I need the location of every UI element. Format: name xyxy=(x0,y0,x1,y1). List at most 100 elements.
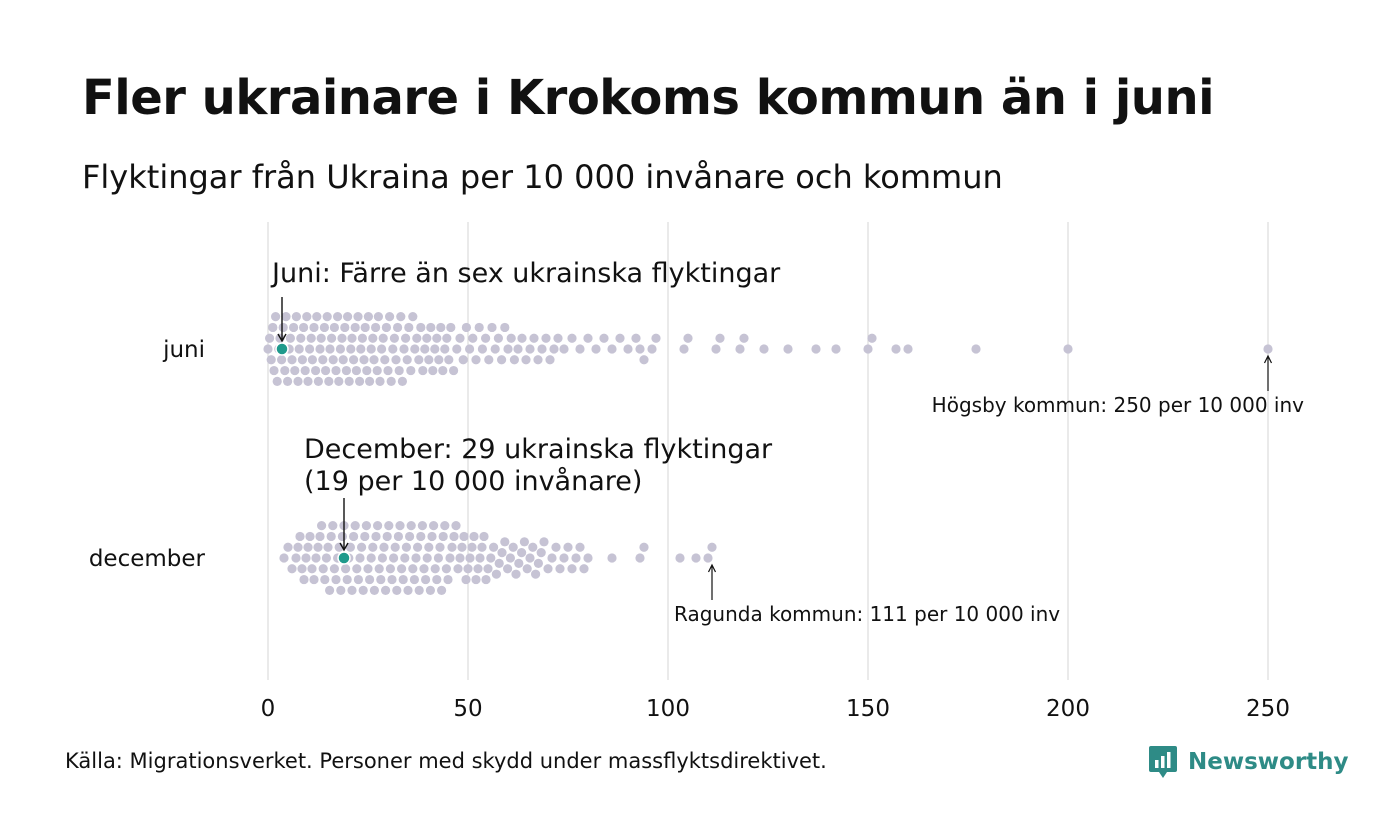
dot-december xyxy=(607,553,617,563)
chart-subtitle: Flyktingar från Ukraina per 10 000 invån… xyxy=(82,158,1003,196)
dot-juni xyxy=(334,376,344,386)
dot-juni xyxy=(683,333,693,343)
dot-juni xyxy=(349,355,359,365)
dot-juni xyxy=(615,333,625,343)
row-label-december: december xyxy=(89,546,206,572)
dot-december xyxy=(494,558,504,568)
dot-juni xyxy=(302,312,312,322)
dot-juni xyxy=(380,355,390,365)
dot-juni xyxy=(506,333,516,343)
dot-juni xyxy=(355,376,365,386)
dot-juni xyxy=(299,322,309,333)
dot-juni xyxy=(651,333,661,343)
dot-juni xyxy=(533,355,543,365)
dot-december xyxy=(440,521,450,531)
dot-juni xyxy=(316,333,326,343)
max-annotation-juni: Högsby kommun: 250 per 10 000 inv xyxy=(932,393,1304,417)
dot-december xyxy=(355,553,365,563)
dot-juni xyxy=(360,322,370,333)
dot-juni xyxy=(471,355,481,365)
highlight-dot-juni xyxy=(275,342,289,356)
dot-juni xyxy=(287,355,297,365)
dot-juni xyxy=(278,322,288,333)
dot-juni xyxy=(341,365,351,376)
dot-december xyxy=(422,553,432,563)
arrow-head xyxy=(1263,354,1273,364)
x-tick-label: 0 xyxy=(261,696,276,722)
dot-juni xyxy=(362,365,372,376)
dot-juni xyxy=(300,365,310,376)
dot-december xyxy=(379,542,389,552)
dot-december xyxy=(567,564,577,574)
dot-juni xyxy=(863,344,873,354)
dot-december xyxy=(293,542,303,552)
dot-juni xyxy=(373,312,383,322)
dot-december xyxy=(451,521,461,531)
dot-juni xyxy=(521,355,531,365)
dot-juni xyxy=(333,312,343,322)
dot-december xyxy=(539,537,549,547)
dot-december xyxy=(309,574,319,585)
dot-juni xyxy=(639,355,649,365)
dot-december xyxy=(357,542,367,552)
dot-december xyxy=(445,553,455,563)
dot-juni xyxy=(325,344,335,354)
dot-december xyxy=(326,531,336,542)
dot-december xyxy=(497,548,507,558)
dot-juni xyxy=(424,355,434,365)
dot-juni xyxy=(416,322,426,333)
dot-juni xyxy=(281,312,291,322)
dot-december xyxy=(579,564,589,574)
dot-december xyxy=(331,574,341,585)
dot-juni xyxy=(583,333,593,343)
dot-juni xyxy=(517,333,527,343)
dot-juni xyxy=(280,365,290,376)
dot-juni xyxy=(318,355,328,365)
dot-juni xyxy=(328,355,338,365)
dot-juni xyxy=(402,355,412,365)
dot-juni xyxy=(393,322,403,333)
dot-december xyxy=(315,531,325,542)
dot-juni xyxy=(268,322,278,333)
dot-december xyxy=(473,564,483,574)
dot-december xyxy=(373,521,383,531)
dot-juni xyxy=(277,355,287,365)
dot-december xyxy=(471,574,481,585)
dot-juni xyxy=(811,344,821,354)
dot-december xyxy=(347,585,357,595)
dot-december xyxy=(283,542,293,552)
dot-december xyxy=(486,553,496,563)
dot-juni xyxy=(461,322,471,333)
dot-december xyxy=(299,574,309,585)
dot-december xyxy=(449,531,459,542)
dot-juni xyxy=(344,376,354,386)
dot-juni xyxy=(391,355,401,365)
dot-december xyxy=(409,574,419,585)
dot-december xyxy=(421,574,431,585)
dot-december xyxy=(400,553,410,563)
dot-december xyxy=(301,553,311,563)
dot-december xyxy=(559,553,569,563)
dot-december xyxy=(475,553,485,563)
dot-juni xyxy=(290,365,300,376)
dot-december xyxy=(427,531,437,542)
dot-december xyxy=(291,553,301,563)
dot-juni xyxy=(353,312,363,322)
dot-december xyxy=(500,537,510,547)
dot-december xyxy=(368,542,378,552)
dot-december xyxy=(311,553,321,563)
dot-december xyxy=(295,531,305,542)
dot-december xyxy=(438,531,448,542)
dot-juni xyxy=(383,365,393,376)
dot-juni xyxy=(422,333,432,343)
dot-juni xyxy=(1063,344,1073,354)
dot-juni xyxy=(500,322,510,333)
dot-december xyxy=(519,537,530,547)
dot-december xyxy=(307,564,317,574)
newsworthy-logo[interactable]: Newsworthy xyxy=(1148,744,1349,780)
highlight-label-december-line: (19 per 10 000 invånare) xyxy=(304,466,642,497)
dot-december xyxy=(551,542,561,552)
dot-december xyxy=(365,574,375,585)
dot-juni xyxy=(525,344,535,354)
